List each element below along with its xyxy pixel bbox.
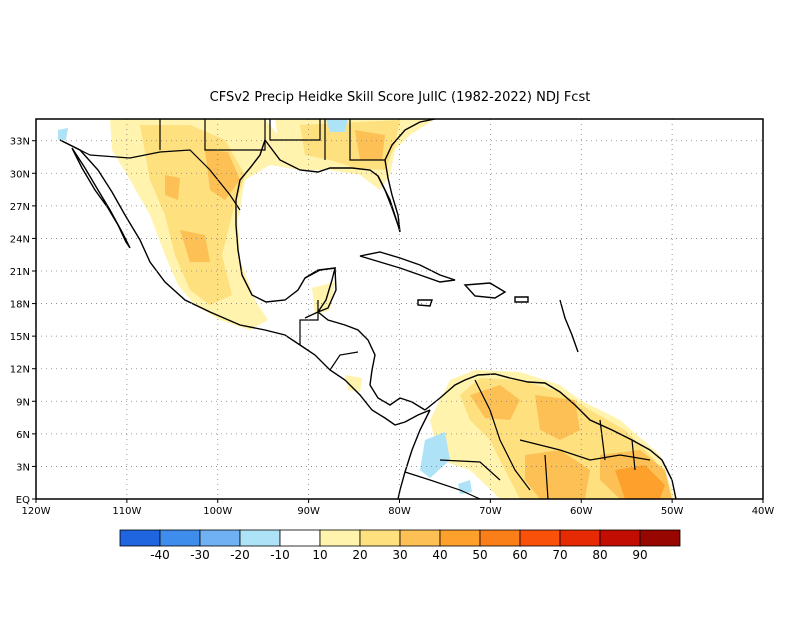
shade-seus-neg <box>326 119 348 132</box>
shade-mexico-40c <box>165 175 180 200</box>
lon-tick-label: 70W <box>479 506 502 517</box>
colorbar-swatch <box>479 529 521 547</box>
colorbar-label: 70 <box>552 548 567 562</box>
lon-tick-label: 50W <box>661 506 684 517</box>
lat-tick-label: 18N <box>10 300 30 311</box>
lat-tick-label: 3N <box>16 462 30 473</box>
longitude-labels: 120W 110W 100W 90W 80W 70W 60W 50W 40W <box>22 506 775 517</box>
colorbar-label: -10 <box>270 548 290 562</box>
lat-tick-label: 33N <box>10 137 30 148</box>
colorbar-label: 30 <box>392 548 407 562</box>
lat-tick-label: 9N <box>16 397 30 408</box>
colorbar-swatch <box>279 529 321 547</box>
colorbar-label: -30 <box>190 548 210 562</box>
colorbar-swatch <box>439 529 481 547</box>
colorbar-label: 80 <box>592 548 607 562</box>
colorbar-label: 10 <box>312 548 327 562</box>
colorbar-swatch <box>559 529 601 547</box>
colorbar-label: -20 <box>230 548 250 562</box>
chart-title: CFSv2 Precip Heidke Skill Score JulIC (1… <box>210 90 591 105</box>
shade-seus-40 <box>355 130 385 160</box>
colorbar-swatch <box>359 529 401 547</box>
shade-pacific-neg <box>58 128 68 140</box>
colorbar-swatch <box>399 529 441 547</box>
shade-sa-40c <box>525 450 590 499</box>
lat-tick-label: 15N <box>10 332 30 343</box>
colorbar-swatch <box>199 529 241 547</box>
colorbar-label: 60 <box>512 548 527 562</box>
graticule <box>36 119 763 499</box>
colorbar <box>119 529 681 547</box>
lon-tick-label: 120W <box>22 506 51 517</box>
shade-honduras <box>345 375 362 392</box>
lon-tick-label: 100W <box>203 506 232 517</box>
lat-tick-label: 6N <box>16 430 30 441</box>
lon-tick-label: 80W <box>388 506 411 517</box>
colorbar-swatch <box>639 529 681 547</box>
shade-mexico-40a <box>205 150 240 200</box>
colorbar-swatch <box>239 529 281 547</box>
colorbar-swatch <box>119 529 161 547</box>
colorbar-label: -40 <box>150 548 170 562</box>
axis-ticks <box>32 140 764 503</box>
lon-tick-label: 60W <box>570 506 593 517</box>
lat-tick-label: 12N <box>10 365 30 376</box>
lat-tick-label: 30N <box>10 169 30 180</box>
lat-tick-label: 27N <box>10 202 30 213</box>
lon-tick-label: 110W <box>112 506 141 517</box>
shade-sa-50 <box>615 465 665 499</box>
lat-tick-label: 24N <box>10 234 30 245</box>
lat-tick-label: EQ <box>16 495 30 506</box>
shade-sa-neg <box>420 432 450 478</box>
lon-tick-label: 90W <box>297 506 320 517</box>
colorbar-label: 20 <box>352 548 367 562</box>
coastlines <box>59 119 677 499</box>
shade-sa-40b <box>535 395 580 440</box>
colorbar-label: 40 <box>432 548 447 562</box>
colorbar-labels: -40 -30 -20 -10 10 20 30 40 50 60 70 80 90 <box>150 548 647 562</box>
colorbar-swatch <box>599 529 641 547</box>
latitude-labels: 33N 30N 27N 24N 21N 18N 15N 12N 9N 6N 3N EQ <box>10 137 30 506</box>
colorbar-swatch <box>319 529 361 547</box>
colorbar-swatch <box>159 529 201 547</box>
lon-tick-label: 40W <box>752 506 775 517</box>
colorbar-swatch <box>519 529 561 547</box>
shade-mexico-40b <box>180 230 210 262</box>
lat-tick-label: 21N <box>10 267 30 278</box>
colorbar-label: 50 <box>472 548 487 562</box>
colorbar-label: 90 <box>632 548 647 562</box>
